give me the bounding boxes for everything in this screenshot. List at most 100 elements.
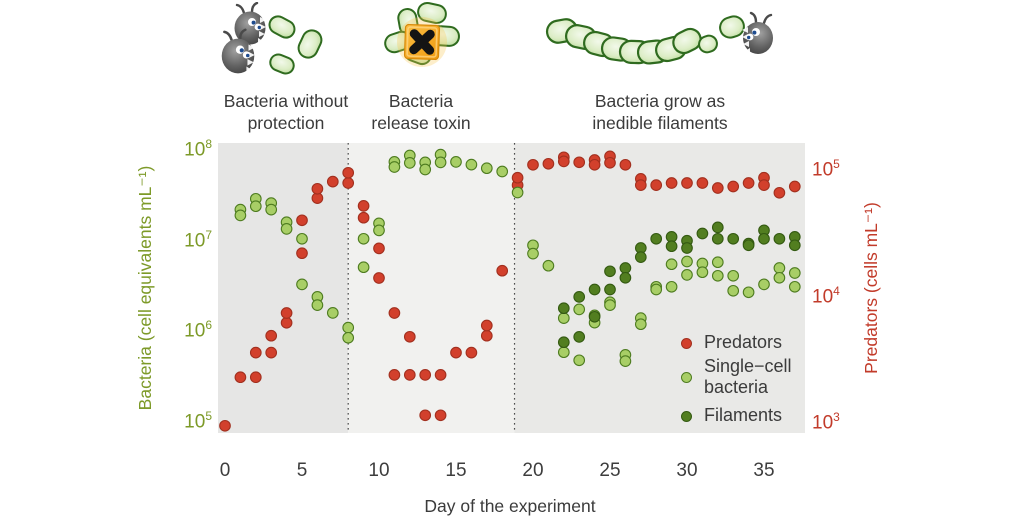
data-point (788, 267, 801, 279)
data-point (711, 182, 724, 194)
data-point (788, 280, 801, 293)
data-point (373, 224, 385, 237)
data-point (434, 409, 447, 422)
data-point (758, 232, 770, 245)
phase-label-inedible-filaments: Bacteria grow as inedible filaments (592, 91, 728, 133)
data-point (773, 186, 786, 199)
data-point (450, 156, 462, 168)
data-point (480, 162, 493, 175)
data-point (419, 163, 432, 176)
data-point (465, 158, 478, 171)
phase-label-without-protection: Bacteria without protection (223, 91, 349, 133)
x-axis-tick-5: 5 (296, 460, 308, 481)
data-point (619, 158, 632, 171)
data-point (711, 256, 724, 269)
left-axis-tick-10e6: 106 (184, 318, 212, 342)
data-point (634, 318, 647, 331)
data-point (249, 346, 262, 359)
data-point (573, 331, 586, 343)
right-axis-tick-10e4: 104 (812, 284, 840, 308)
data-point (604, 156, 616, 169)
data-point (527, 158, 539, 171)
data-point (788, 180, 801, 193)
data-point (604, 265, 616, 278)
x-axis-title: Day of the experiment (424, 496, 596, 516)
data-point (249, 371, 262, 384)
data-point (727, 284, 740, 297)
data-point (296, 214, 308, 227)
filament-chain-icon (545, 18, 702, 65)
data-point (758, 278, 770, 291)
data-point (434, 156, 447, 169)
x-axis-tick-30: 30 (676, 460, 698, 481)
data-point (342, 321, 355, 334)
data-point (573, 303, 586, 316)
data-point (403, 157, 416, 169)
data-point (527, 247, 539, 260)
data-point (711, 221, 724, 234)
data-point (619, 355, 632, 367)
data-point (604, 299, 616, 311)
data-point (742, 177, 755, 189)
data-point (681, 269, 693, 281)
data-point (773, 262, 786, 274)
data-point (557, 155, 570, 168)
data-point (496, 264, 509, 277)
x-axis-tick-15: 15 (445, 460, 467, 481)
data-point (727, 232, 740, 245)
scatter-plot-area (218, 143, 805, 433)
data-point (280, 316, 293, 329)
data-point (296, 278, 308, 291)
data-point (542, 259, 555, 272)
data-point (296, 247, 308, 260)
data-point (665, 258, 678, 271)
data-point (357, 211, 370, 224)
data-point (388, 369, 401, 381)
data-point (480, 319, 493, 332)
right-axis-title: Predators (cells mL⁻¹) (861, 202, 881, 374)
data-point (681, 242, 693, 254)
data-point (604, 283, 616, 296)
data-point (234, 371, 247, 384)
filament-and-predator-icon (545, 11, 775, 65)
phase-panel-1 (218, 143, 349, 433)
data-point (234, 209, 247, 222)
series-filaments (557, 221, 801, 349)
data-point (342, 331, 355, 344)
data-point (373, 242, 385, 255)
data-point (773, 271, 786, 284)
left-axis-tick-10e5: 105 (184, 409, 212, 433)
data-point (342, 166, 355, 179)
data-point (727, 180, 740, 193)
data-point (573, 156, 586, 169)
data-point (311, 182, 324, 195)
data-point (557, 302, 570, 315)
phase-panel-2 (348, 143, 515, 433)
data-point (588, 310, 601, 323)
data-point (788, 239, 801, 252)
data-point (326, 175, 339, 188)
data-point (249, 200, 262, 213)
left-axis-title: Bacteria (cell equivalents mL⁻¹) (135, 165, 155, 411)
data-point (634, 251, 647, 263)
data-point (280, 223, 293, 235)
filaments-dot-icon (681, 411, 692, 422)
data-point (357, 232, 370, 245)
x-axis-tick-0: 0 (219, 460, 231, 481)
data-point (665, 240, 678, 253)
data-point (265, 346, 278, 359)
data-point (588, 283, 601, 296)
x-axis-tick-20: 20 (522, 460, 544, 481)
series-predators (219, 150, 801, 432)
left-axis-tick-10e8: 108 (184, 137, 212, 161)
data-point (650, 283, 663, 296)
data-point (465, 346, 478, 359)
data-point (357, 261, 370, 274)
x-axis-tick-35: 35 (753, 460, 775, 481)
bacteria-toxin-icon (384, 1, 460, 67)
data-point (388, 161, 401, 173)
data-point (573, 291, 586, 303)
data-point (480, 329, 493, 342)
data-point (280, 307, 293, 319)
